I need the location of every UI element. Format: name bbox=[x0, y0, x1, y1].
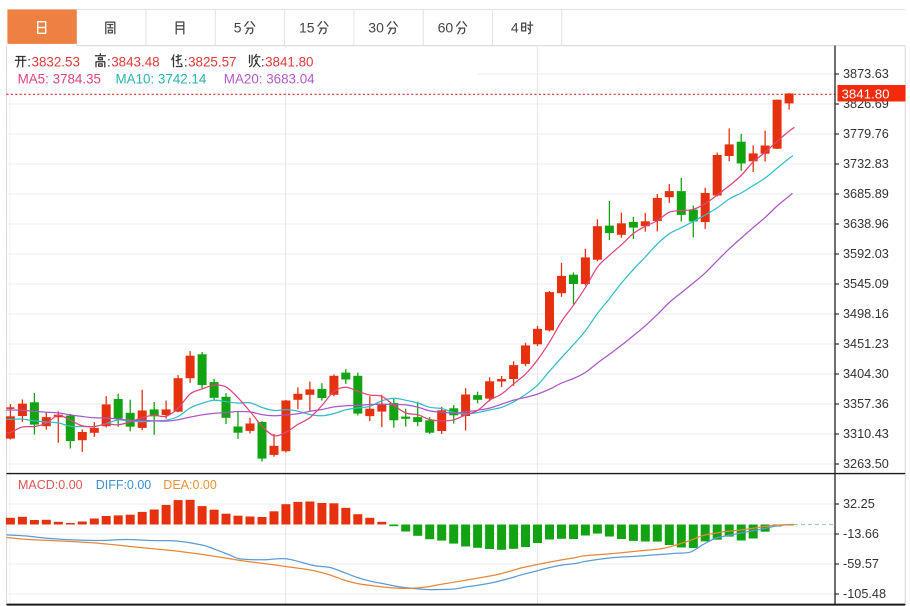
svg-text:32.25: 32.25 bbox=[843, 497, 875, 511]
svg-text:3779.76: 3779.76 bbox=[843, 127, 889, 141]
svg-text:-59.57: -59.57 bbox=[843, 557, 879, 571]
svg-text:DIFF:0.00: DIFF:0.00 bbox=[96, 478, 152, 492]
svg-text:3451.23: 3451.23 bbox=[843, 337, 889, 351]
svg-text:3685.89: 3685.89 bbox=[843, 187, 889, 201]
svg-text:3825.57: 3825.57 bbox=[188, 55, 236, 70]
svg-text:3873.63: 3873.63 bbox=[843, 67, 889, 81]
svg-text:3357.36: 3357.36 bbox=[843, 397, 889, 411]
svg-text:3498.16: 3498.16 bbox=[843, 307, 889, 321]
svg-text:60: 60 bbox=[438, 20, 454, 36]
svg-text:3263.50: 3263.50 bbox=[843, 457, 889, 471]
svg-text:15: 15 bbox=[299, 20, 315, 36]
svg-text::: : bbox=[184, 55, 188, 70]
svg-text:MA5: 3784.35: MA5: 3784.35 bbox=[18, 72, 101, 87]
svg-text:3841.80: 3841.80 bbox=[842, 87, 890, 102]
svg-text:3638.96: 3638.96 bbox=[843, 217, 889, 231]
svg-text:-13.66: -13.66 bbox=[843, 527, 879, 541]
svg-text:DEA:0.00: DEA:0.00 bbox=[163, 478, 217, 492]
svg-text::: : bbox=[261, 55, 265, 70]
svg-text:-105.48: -105.48 bbox=[843, 587, 886, 601]
svg-text:3843.48: 3843.48 bbox=[111, 55, 159, 70]
svg-text:MA20: 3683.04: MA20: 3683.04 bbox=[224, 72, 315, 87]
svg-text:5: 5 bbox=[234, 20, 242, 36]
svg-text:30: 30 bbox=[368, 20, 384, 36]
svg-text:3832.53: 3832.53 bbox=[32, 55, 80, 70]
svg-text:3592.03: 3592.03 bbox=[843, 247, 889, 261]
svg-text:3732.83: 3732.83 bbox=[843, 157, 889, 171]
svg-text:MA10: 3742.14: MA10: 3742.14 bbox=[116, 72, 207, 87]
svg-text:MACD:0.00: MACD:0.00 bbox=[18, 478, 83, 492]
svg-text:3545.09: 3545.09 bbox=[843, 277, 889, 291]
svg-text:3841.80: 3841.80 bbox=[265, 55, 313, 70]
svg-text:4: 4 bbox=[511, 20, 519, 36]
svg-text::: : bbox=[107, 55, 111, 70]
svg-text::: : bbox=[27, 55, 31, 70]
svg-text:3404.30: 3404.30 bbox=[843, 367, 889, 381]
svg-text:3310.43: 3310.43 bbox=[843, 427, 889, 441]
